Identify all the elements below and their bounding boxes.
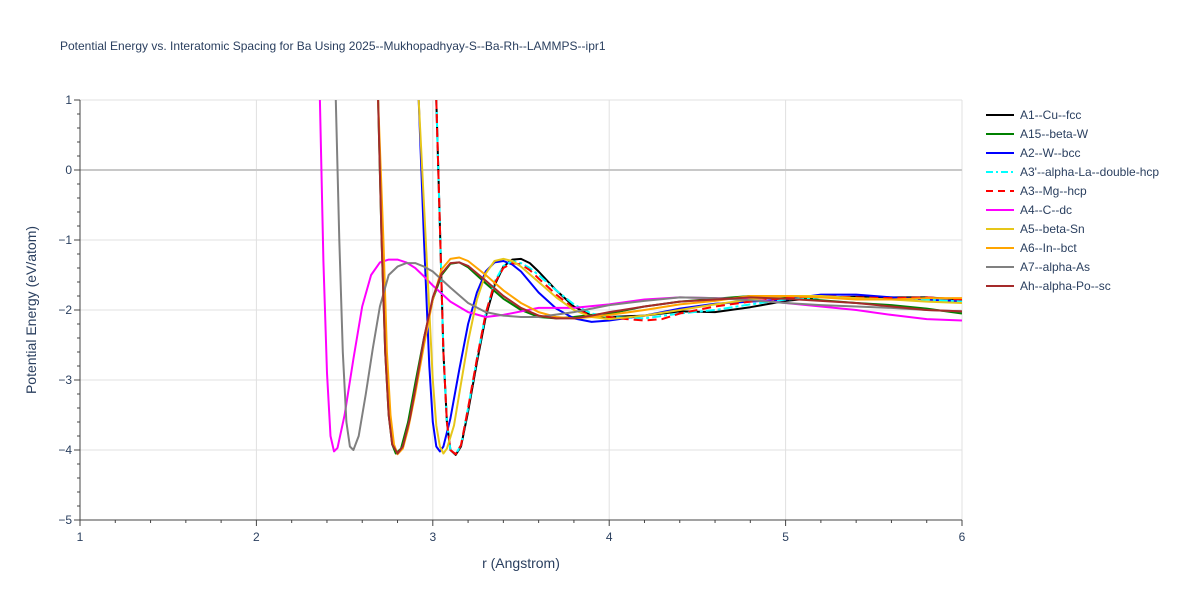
legend-label: A3'--alpha-La--double-hcp (1020, 165, 1159, 179)
series-line (334, 100, 962, 451)
series-line (377, 100, 962, 455)
x-axis-title: r (Angstrom) (482, 555, 560, 571)
legend-label: A1--Cu--fcc (1020, 108, 1081, 122)
axes (74, 99, 963, 526)
y-tick-label: −2 (58, 303, 72, 317)
legend-label: A15--beta-W (1020, 127, 1089, 141)
legend-label: A6--In--bct (1020, 241, 1077, 255)
x-tick-label: 4 (606, 530, 613, 544)
x-tick-label: 5 (782, 530, 789, 544)
legend: A1--Cu--fcc A15--beta-W A2--W--bcc A3'--alp… (986, 108, 1159, 293)
x-tick-label: 3 (429, 530, 436, 544)
y-tick-label: −4 (58, 443, 72, 457)
x-tick-label: 2 (253, 530, 260, 544)
y-tick-label: 1 (65, 93, 72, 107)
y-tick-label: −5 (58, 513, 72, 527)
chart-title: Potential Energy vs. Interatomic Spacing… (60, 39, 606, 53)
y-tick-label: −1 (58, 233, 72, 247)
x-tick-label: 1 (77, 530, 84, 544)
legend-label: A2--W--bcc (1020, 146, 1080, 160)
y-tick-label: 0 (65, 163, 72, 177)
legend-label: A7--alpha-As (1020, 260, 1090, 274)
legend-label: A3--Mg--hcp (1020, 184, 1087, 198)
legend-label: A4--C--dc (1020, 203, 1072, 217)
y-axis-title: Potential Energy (eV/atom) (23, 226, 39, 394)
tick-labels: 1 2 3 4 5 6 −5 −4 −3 −2 −1 0 1 (58, 93, 965, 544)
x-tick-label: 6 (959, 530, 966, 544)
y-tick-label: −3 (58, 373, 72, 387)
series-lines (318, 100, 962, 456)
legend-label: Ah--alpha-Po--sc (1020, 279, 1111, 293)
legend-label: A5--beta-Sn (1020, 222, 1085, 236)
